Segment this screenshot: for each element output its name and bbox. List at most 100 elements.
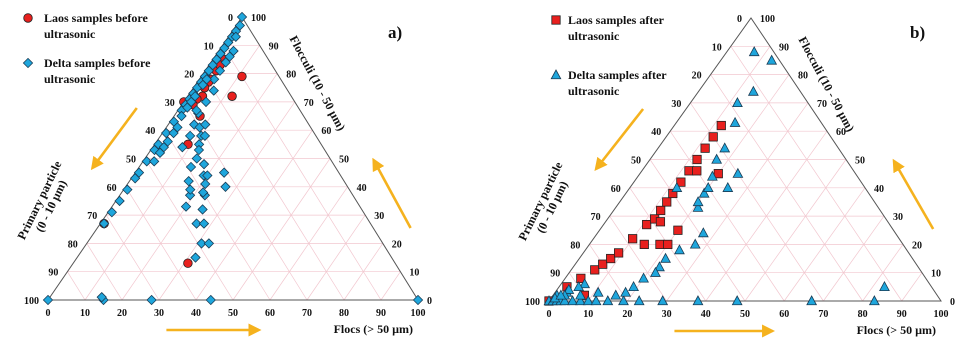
tick-label-primary: 20 xyxy=(184,70,194,81)
data-point xyxy=(574,295,586,306)
data-point xyxy=(656,205,666,216)
data-point xyxy=(183,175,194,187)
tick-label-flocculi: 70 xyxy=(304,98,314,109)
data-point xyxy=(576,273,586,283)
grid-line xyxy=(306,214,366,301)
grid-line xyxy=(649,159,746,302)
tick-label-flocs: 60 xyxy=(265,308,275,319)
grid-line xyxy=(232,158,331,301)
axis-label-flocculi: Flocculi (10 - 50 µm) xyxy=(287,33,349,133)
tick-label-primary: 100 xyxy=(525,297,540,308)
tick-label-primary: 90 xyxy=(48,268,58,279)
data-point xyxy=(563,283,575,294)
data-point xyxy=(879,281,890,292)
data-point xyxy=(706,170,718,181)
data-point xyxy=(205,294,216,306)
tick-label-flocculi: 20 xyxy=(912,240,922,251)
data-point xyxy=(184,190,196,201)
data-point xyxy=(203,238,215,249)
grid-line xyxy=(158,101,296,301)
data-point xyxy=(237,71,247,82)
data-point xyxy=(711,153,723,164)
tick-label-primary: 0 xyxy=(228,13,233,24)
data-point xyxy=(559,295,571,306)
direction-arrow-flocculi xyxy=(892,158,935,230)
data-point xyxy=(573,281,585,292)
data-point xyxy=(692,166,702,176)
legend-entry-delta: Delta samples after ultrasonic xyxy=(568,68,667,98)
tick-label-flocculi: 0 xyxy=(950,297,955,308)
data-point xyxy=(555,289,567,300)
data-point xyxy=(713,169,723,179)
data-point xyxy=(674,244,685,255)
data-point xyxy=(590,265,600,275)
tick-label-flocs: 10 xyxy=(80,308,90,319)
data-point xyxy=(200,96,212,108)
data-point xyxy=(200,119,211,130)
data-point xyxy=(208,85,219,96)
grid-line xyxy=(125,186,197,301)
data-point xyxy=(655,239,665,249)
tick-label-primary: 90 xyxy=(550,269,560,280)
data-point xyxy=(141,156,152,167)
ternary-panel-a: 0 0 0 10 10 10 20 20 20 30 30 30 40 40 40 50 50 50 60 60 60 7… xyxy=(14,11,432,337)
data-point xyxy=(190,252,201,263)
data-point xyxy=(676,177,686,187)
tick-label-primary: 60 xyxy=(611,184,621,195)
data-point xyxy=(598,259,608,269)
data-point xyxy=(42,294,54,306)
data-point xyxy=(96,292,107,303)
tick-label-flocculi: 100 xyxy=(760,14,775,25)
data-point xyxy=(692,295,704,306)
data-point xyxy=(208,74,220,85)
data-point xyxy=(148,156,160,167)
data-point xyxy=(642,219,652,230)
data-point xyxy=(747,85,759,96)
data-point xyxy=(146,294,157,306)
tick-label-flocculi: 80 xyxy=(798,71,808,82)
data-point xyxy=(610,289,622,300)
tick-label-primary: 10 xyxy=(712,42,722,53)
data-point xyxy=(176,110,187,122)
data-point xyxy=(766,54,778,65)
ternary-grid xyxy=(67,44,401,301)
data-point xyxy=(185,161,197,173)
tick-label-primary: 50 xyxy=(126,155,136,166)
data-point xyxy=(177,142,188,153)
grid-line xyxy=(730,46,903,302)
grid-line xyxy=(105,214,160,301)
data-point xyxy=(606,253,616,264)
data-point xyxy=(684,166,694,176)
tick-label-primary: 20 xyxy=(692,71,702,82)
grid-line xyxy=(744,159,847,302)
grid-line xyxy=(862,244,904,302)
tick-label-flocculi: 80 xyxy=(286,70,296,81)
tick-label-primary: 40 xyxy=(651,127,661,138)
legend-marker-laos xyxy=(23,13,33,23)
tick-label-flocs: 0 xyxy=(46,308,51,319)
data-point xyxy=(628,281,640,292)
tick-label-flocs: 70 xyxy=(302,308,312,319)
data-point xyxy=(191,105,202,116)
grid-line xyxy=(144,158,234,301)
tick-label-flocs: 10 xyxy=(583,309,593,320)
tick-label-primary: 10 xyxy=(204,41,214,52)
axis-label-primary: Primary particle(0 - 10 µm) xyxy=(515,159,577,248)
tick-label-flocculi: 10 xyxy=(409,268,419,279)
series-laos xyxy=(99,54,247,268)
data-point xyxy=(579,278,591,289)
data-point xyxy=(154,147,166,159)
data-point xyxy=(220,181,231,192)
tick-label-flocs: 70 xyxy=(818,309,828,320)
data-point xyxy=(655,217,666,227)
tick-label-flocculi: 20 xyxy=(392,239,402,250)
legend-entry-delta: Delta samples before ultrasonic xyxy=(44,56,151,86)
data-point xyxy=(592,286,604,297)
data-point xyxy=(567,295,578,306)
tick-label-flocs: 20 xyxy=(622,309,632,320)
tick-label-flocs: 80 xyxy=(339,308,349,319)
data-point xyxy=(660,252,671,263)
data-point xyxy=(129,173,141,184)
data-point xyxy=(663,239,673,249)
